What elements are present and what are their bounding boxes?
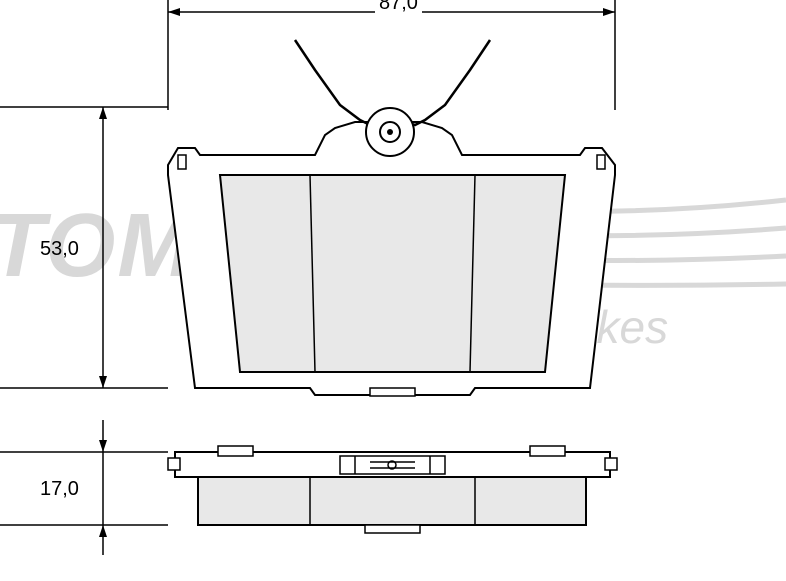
technical-drawing: 87,0 53,0 17,0 xyxy=(0,0,786,581)
dim-thickness-label: 17,0 xyxy=(40,478,79,501)
dimension-height xyxy=(0,107,168,388)
dimension-thickness xyxy=(0,420,168,555)
drawing-svg xyxy=(0,0,786,581)
dim-height-label: 53,0 xyxy=(40,238,79,261)
dim-width-label: 87,0 xyxy=(375,0,422,15)
brake-pad-side-view xyxy=(168,446,617,533)
brake-pad-front-view xyxy=(168,40,615,396)
dimension-width xyxy=(168,0,615,110)
side-clip-detail xyxy=(340,456,445,474)
